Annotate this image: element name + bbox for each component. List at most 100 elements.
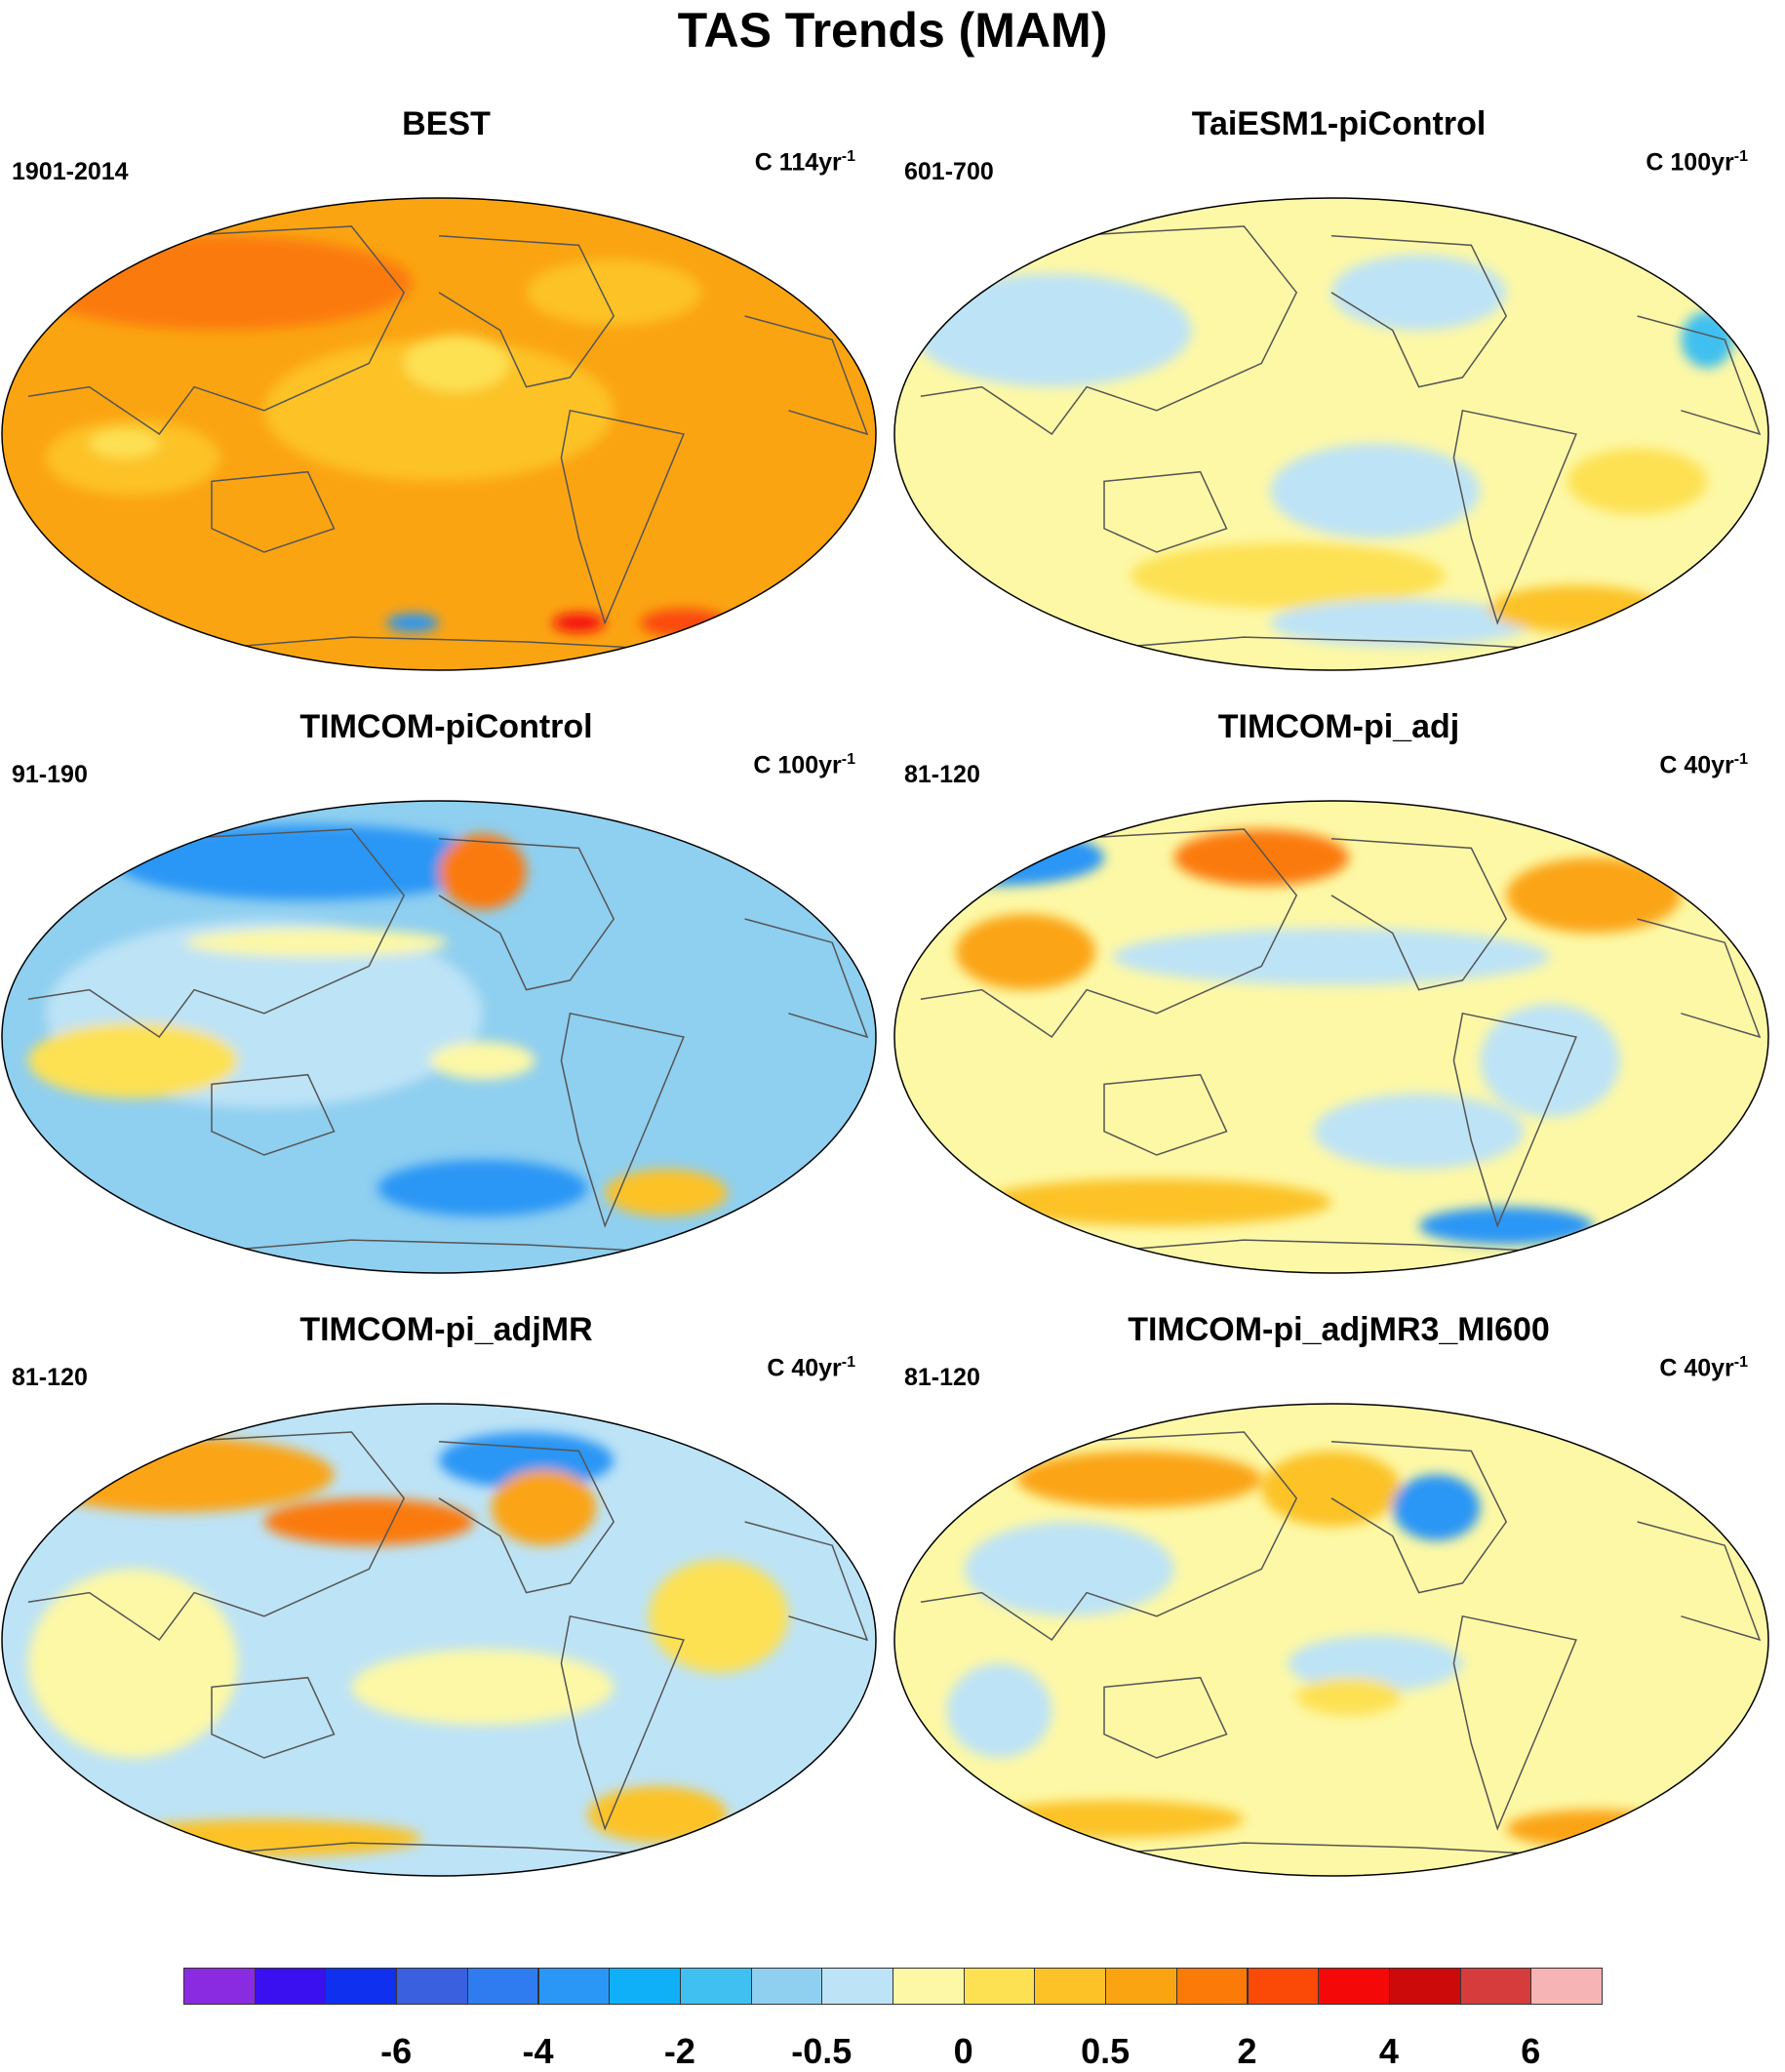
panel-period: 1901-2014 [12, 158, 129, 185]
trend-region [1314, 1094, 1525, 1170]
units-text: C 40yr [767, 1354, 842, 1382]
trend-region [351, 1649, 615, 1726]
trend-region [1173, 829, 1349, 887]
trend-region [649, 1559, 789, 1673]
map-border [1, 800, 877, 1274]
coastlines [911, 225, 1762, 653]
trend-region [404, 335, 509, 392]
colorbar-tick-label: 4 [1378, 2031, 1399, 2071]
trend-region [955, 914, 1096, 990]
trend-region [981, 1178, 1331, 1226]
trend-region [526, 259, 701, 326]
trend-region [1296, 1677, 1402, 1716]
trend-region [27, 235, 414, 331]
units-text: C 100yr [1646, 148, 1734, 177]
panel-units: C 100yr-1 [753, 751, 855, 779]
trend-region [1331, 255, 1507, 331]
colorbar-swatch [325, 1968, 398, 2005]
units-exponent: -1 [1733, 148, 1748, 165]
units-text: C 100yr [753, 751, 842, 779]
map-panel: BEST 1901-2014 C 114yr-1 [0, 98, 892, 702]
colorbar-swatch [609, 1968, 681, 2005]
trend-region [1130, 542, 1446, 610]
trend-region [1681, 311, 1734, 369]
trend-region [1506, 857, 1682, 934]
colorbar-swatch [1105, 1968, 1177, 2005]
trend-region [115, 824, 500, 900]
colorbar [183, 1968, 1603, 2007]
colorbar-swatch [1388, 1968, 1461, 2005]
colorbar-tick-label: 0.5 [1081, 2031, 1130, 2071]
map-plot [1, 1403, 877, 1877]
units-text: C 40yr [1659, 751, 1734, 779]
map-panel: TIMCOM-pi_adjMR 81-120 C 40yr-1 [0, 1303, 892, 1908]
units-exponent: -1 [1733, 751, 1748, 768]
map-plot [1, 197, 877, 671]
trend-region [45, 419, 221, 496]
panel-units: C 40yr-1 [1659, 1354, 1748, 1382]
trend-region [894, 829, 1105, 887]
colorbar-tick-label: -6 [380, 2031, 413, 2071]
trend-region [185, 928, 448, 957]
panel-units: C 40yr-1 [767, 1354, 855, 1382]
panel-period: 91-190 [12, 761, 88, 788]
trend-region [640, 609, 728, 638]
colorbar-tick-label: -2 [663, 2031, 695, 2071]
trend-region [377, 1159, 588, 1216]
trend-region [491, 1469, 597, 1546]
panel-units: C 100yr-1 [1646, 148, 1748, 177]
map-border [1, 1403, 877, 1877]
figure-title: TAS Trends (MAM) [677, 3, 1108, 58]
map-border [893, 1403, 1769, 1877]
units-exponent: -1 [1733, 1354, 1748, 1371]
colorbar-tick-label: 0 [953, 2031, 973, 2071]
trend-region [89, 429, 160, 458]
trend-region [964, 1522, 1174, 1616]
coastlines [19, 828, 869, 1255]
panel-title: BEST [402, 105, 491, 142]
units-exponent: -1 [841, 1354, 855, 1371]
units-text: C 114yr [754, 148, 842, 177]
trend-region [1016, 1451, 1262, 1508]
trend-region [587, 1786, 728, 1844]
colorbar-swatch [679, 1968, 752, 2005]
panel-period: 601-700 [904, 158, 994, 185]
coastlines [19, 1431, 869, 1858]
trend-region [1392, 1474, 1481, 1541]
trend-region [106, 1818, 422, 1857]
map-plot [893, 197, 1769, 671]
colorbar-swatch [183, 1968, 256, 2005]
colorbar-swatch [1247, 1968, 1320, 2005]
map-panel: TIMCOM-pi_adj 81-120 C 40yr-1 [892, 700, 1785, 1305]
panel-period: 81-120 [904, 1364, 980, 1391]
panel-title: TIMCOM-pi_adj [1217, 708, 1460, 745]
colorbar-swatch [892, 1968, 965, 2005]
colorbar-swatch [254, 1968, 327, 2005]
colorbar-swatch [466, 1968, 539, 2005]
trend-region [1270, 599, 1533, 647]
colorbar-swatch [963, 1968, 1036, 2005]
map-field-background [894, 801, 1768, 1273]
trend-region [946, 1663, 1052, 1758]
trend-region [386, 613, 439, 633]
panel-period: 81-120 [12, 1364, 88, 1391]
colorbar-swatch [537, 1968, 611, 2005]
trend-region [19, 1436, 335, 1513]
map-plot [893, 800, 1769, 1274]
colorbar-swatch [821, 1968, 893, 2005]
trend-region [605, 1169, 728, 1216]
map-border [893, 800, 1769, 1274]
trend-region [263, 1497, 474, 1546]
trend-region [1480, 1004, 1620, 1118]
panel-title: TIMCOM-pi_adjMR [299, 1311, 593, 1348]
trend-region [438, 1432, 615, 1490]
trend-region [1418, 1207, 1594, 1245]
panel-title: TIMCOM-piControl [299, 708, 593, 745]
trend-region [911, 273, 1192, 387]
map-border [1, 197, 877, 671]
colorbar-tick-label: 2 [1237, 2031, 1257, 2071]
units-exponent: -1 [841, 148, 855, 165]
panel-units: C 40yr-1 [1659, 751, 1748, 779]
colorbar-tick-label: 6 [1521, 2031, 1541, 2071]
coastlines [911, 1431, 1762, 1858]
